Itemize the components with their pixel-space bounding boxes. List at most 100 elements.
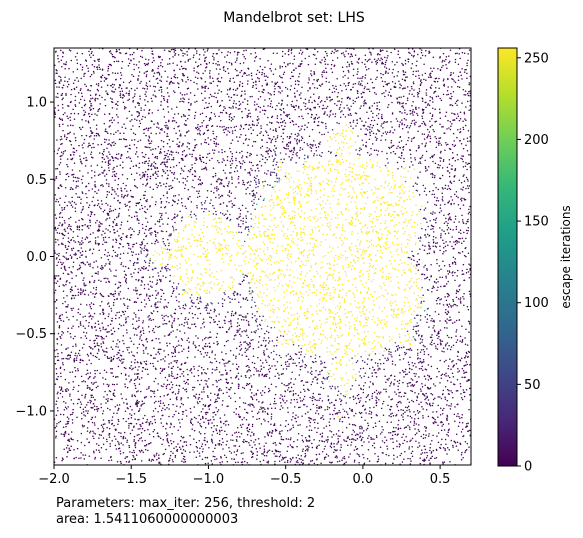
scatter-point <box>445 217 447 220</box>
scatter-point <box>275 226 278 228</box>
scatter-point <box>91 51 93 53</box>
scatter-point <box>449 121 452 123</box>
scatter-point <box>250 331 253 333</box>
scatter-point <box>393 454 395 456</box>
scatter-point <box>297 187 300 190</box>
scatter-point <box>173 173 175 175</box>
scatter-point <box>66 86 69 88</box>
scatter-point <box>245 319 248 322</box>
scatter-point <box>430 212 432 214</box>
scatter-point <box>439 320 441 322</box>
scatter-point <box>276 181 278 183</box>
scatter-point <box>408 426 411 428</box>
scatter-point <box>399 86 401 89</box>
scatter-point <box>70 351 73 353</box>
scatter-point <box>402 71 405 73</box>
scatter-point <box>61 232 63 235</box>
scatter-point <box>143 62 146 65</box>
scatter-point <box>264 320 266 322</box>
scatter-point <box>308 417 310 419</box>
scatter-point <box>426 128 429 131</box>
scatter-point <box>286 264 289 266</box>
scatter-point <box>149 259 151 262</box>
scatter-point <box>239 333 241 336</box>
scatter-point <box>156 71 158 74</box>
scatter-point <box>208 61 211 64</box>
scatter-point <box>352 99 354 102</box>
scatter-point <box>134 362 136 364</box>
scatter-point <box>393 129 396 131</box>
scatter-point <box>151 458 153 461</box>
scatter-point <box>391 126 393 128</box>
scatter-point <box>113 275 115 277</box>
scatter-point <box>441 438 443 441</box>
scatter-point <box>108 63 111 66</box>
scatter-point <box>154 325 157 328</box>
scatter-point <box>382 362 385 365</box>
scatter-point <box>384 80 386 83</box>
scatter-point <box>404 167 407 169</box>
scatter-point <box>199 278 202 280</box>
scatter-point <box>192 269 194 272</box>
scatter-point <box>246 299 249 302</box>
scatter-point <box>400 84 402 87</box>
scatter-point <box>136 215 138 217</box>
scatter-point <box>363 330 366 333</box>
scatter-point <box>315 57 318 60</box>
scatter-point <box>460 458 463 461</box>
scatter-point <box>317 374 320 376</box>
scatter-point <box>142 345 145 347</box>
scatter-point <box>173 413 176 416</box>
scatter-point <box>92 435 94 438</box>
scatter-point <box>160 295 163 298</box>
scatter-point <box>394 202 397 204</box>
scatter-point <box>169 50 171 53</box>
scatter-point <box>362 249 364 251</box>
scatter-point <box>303 154 306 157</box>
scatter-point <box>312 216 315 219</box>
scatter-point <box>137 253 140 255</box>
scatter-point <box>298 315 301 318</box>
scatter-point <box>439 359 441 362</box>
scatter-point <box>359 274 361 277</box>
scatter-point <box>288 330 290 333</box>
scatter-point <box>337 202 339 204</box>
scatter-point <box>327 455 330 457</box>
scatter-point <box>104 104 107 107</box>
scatter-point <box>198 365 200 367</box>
scatter-point <box>131 409 133 411</box>
scatter-point <box>184 318 186 321</box>
scatter-point <box>309 219 312 222</box>
scatter-point <box>354 323 356 326</box>
scatter-point <box>76 68 79 70</box>
scatter-point <box>186 93 188 95</box>
scatter-point <box>431 416 434 419</box>
scatter-point <box>270 299 273 302</box>
scatter-point <box>88 142 90 145</box>
scatter-point <box>59 118 62 121</box>
scatter-point <box>388 82 390 85</box>
scatter-point <box>88 54 91 56</box>
scatter-point <box>166 197 169 199</box>
scatter-point <box>295 461 298 463</box>
scatter-point <box>147 139 150 141</box>
scatter-point <box>361 250 364 253</box>
scatter-point <box>448 55 450 57</box>
scatter-point <box>392 205 395 207</box>
scatter-point <box>268 238 270 240</box>
scatter-point <box>101 184 103 186</box>
scatter-point <box>311 169 314 171</box>
scatter-point <box>144 104 147 107</box>
scatter-point <box>279 199 282 201</box>
scatter-point <box>354 261 357 264</box>
scatter-point <box>400 154 403 157</box>
scatter-point <box>345 461 347 463</box>
scatter-point <box>247 228 250 231</box>
scatter-point <box>336 226 339 229</box>
scatter-point <box>328 373 330 375</box>
scatter-point <box>125 420 127 423</box>
scatter-point <box>191 428 193 430</box>
scatter-point <box>319 101 322 103</box>
scatter-point <box>381 426 383 428</box>
scatter-point <box>402 413 405 415</box>
